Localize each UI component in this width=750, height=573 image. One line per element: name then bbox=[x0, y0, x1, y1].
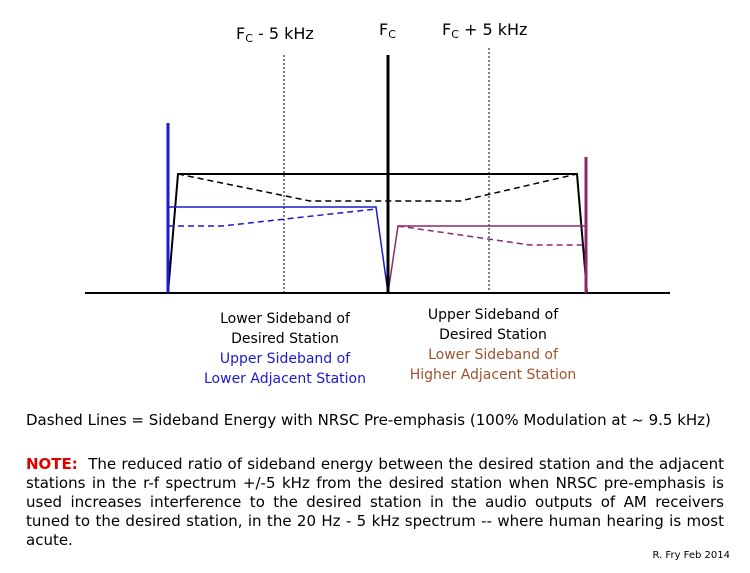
left-line-3: Upper Sideband of bbox=[219, 351, 351, 367]
left-line-4: Lower Adjacent Station bbox=[204, 371, 366, 387]
fc-plus-5khz-label: FC + 5 kHz bbox=[442, 20, 528, 41]
note-keyword: NOTE: bbox=[26, 455, 78, 473]
left-line-1: Lower Sideband of bbox=[220, 311, 350, 327]
right-line-3: Lower Sideband of bbox=[428, 347, 558, 363]
left-sideband-description: Lower Sideband of Desired Station Upper … bbox=[193, 309, 377, 389]
lower-adjacent-upper-sideband bbox=[168, 206, 389, 294]
note-body: The reduced ratio of sideband energy bet… bbox=[26, 455, 724, 549]
note-paragraph: NOTE: The reduced ratio of sideband ener… bbox=[26, 455, 724, 550]
right-line-1: Upper Sideband of bbox=[427, 307, 559, 323]
fc-label: FC bbox=[379, 20, 396, 41]
desired-station-envelope bbox=[167, 173, 588, 294]
right-sideband-description: Upper Sideband of Desired Station Lower … bbox=[400, 305, 586, 385]
left-line-2: Desired Station bbox=[231, 331, 339, 347]
right-line-2: Desired Station bbox=[439, 327, 547, 343]
fc-minus-5khz-label: FC - 5 kHz bbox=[236, 24, 314, 45]
higher-adjacent-preemphasis-sideband bbox=[397, 225, 586, 246]
right-line-4: Higher Adjacent Station bbox=[409, 367, 577, 383]
dashed-lines-legend: Dashed Lines = Sideband Energy with NRSC… bbox=[26, 411, 711, 429]
higher-adjacent-lower-sideband bbox=[387, 225, 586, 294]
desired-station-preemphasis-envelope bbox=[177, 173, 578, 202]
author-credit: R. Fry Feb 2014 bbox=[652, 550, 730, 561]
lower-adjacent-preemphasis-sideband bbox=[168, 208, 377, 227]
